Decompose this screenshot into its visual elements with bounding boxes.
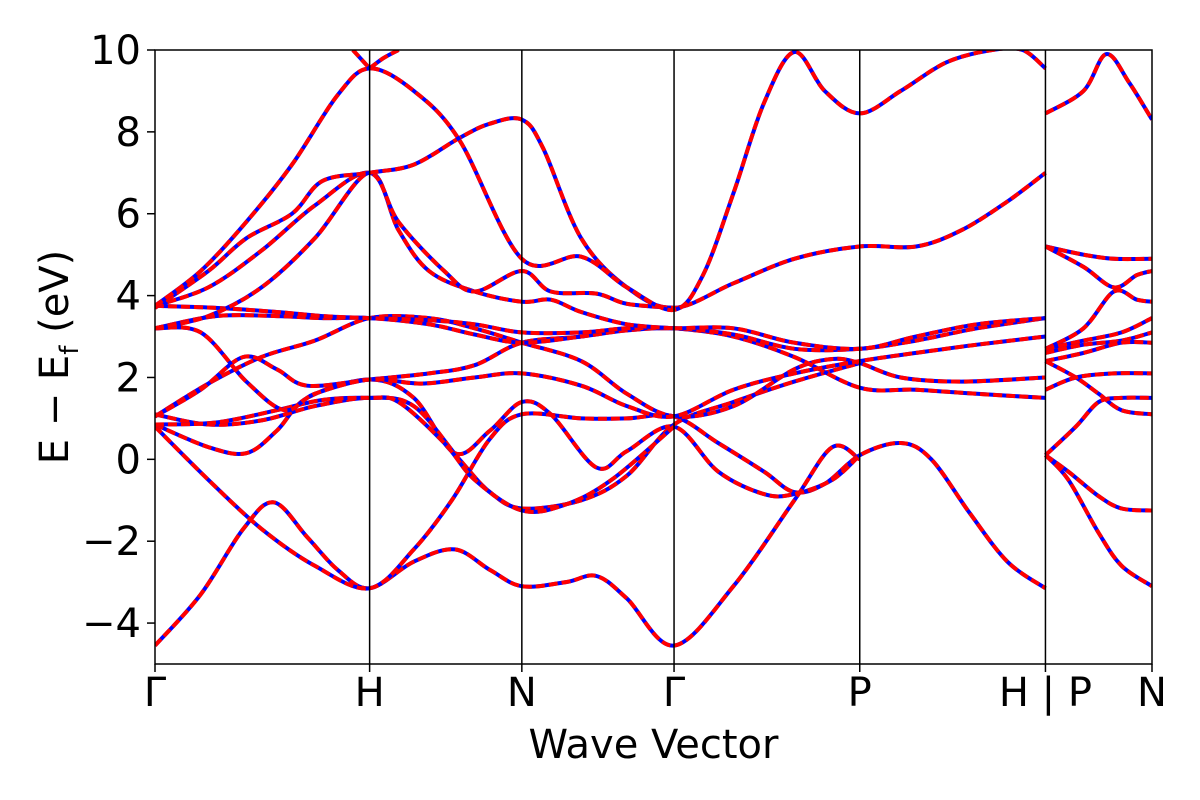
y-axis-label-main: E − E xyxy=(32,355,78,465)
x-tick-label-1: H xyxy=(355,670,385,716)
x-tick-label-3: Γ xyxy=(663,670,686,716)
band-line-red-9 xyxy=(155,303,1046,351)
band-line-red-5 xyxy=(155,314,1046,419)
band-line-red-22 xyxy=(1045,339,1152,364)
y-axis-label-subscript: f xyxy=(55,345,85,355)
band-line-blue-27 xyxy=(1044,453,1152,588)
band-line-red-26 xyxy=(1044,453,1152,513)
band-line-red-2 xyxy=(155,377,862,499)
y-tick-label-6: 8 xyxy=(116,110,141,156)
band-line-blue-16 xyxy=(1044,52,1152,121)
band-line-red-15 xyxy=(351,50,372,70)
y-tick-label-3: 2 xyxy=(116,355,141,401)
y-tick-label-1: −2 xyxy=(82,519,141,565)
band-line-red-21 xyxy=(1045,330,1152,355)
band-line-blue-0 xyxy=(155,443,861,648)
x-axis: Γ H N Γ P H | P N xyxy=(144,664,1167,716)
y-tick-label-5: 6 xyxy=(116,192,141,238)
band-line-red-11 xyxy=(155,170,675,310)
band-line-red-25 xyxy=(1044,395,1152,457)
bands-group xyxy=(155,50,1152,648)
y-tick-label-7: 10 xyxy=(90,28,141,74)
y-axis-label: E − Ef (eV) xyxy=(32,250,85,465)
x-tick-label-2: N xyxy=(507,670,537,716)
band-line-red-6 xyxy=(155,325,1046,419)
band-line-red-10 xyxy=(155,170,675,331)
band-line-blue-25 xyxy=(1044,395,1152,457)
band-line-blue-1 xyxy=(155,411,1047,591)
band-line-red-16 xyxy=(1044,52,1152,121)
y-tick-label-0: −4 xyxy=(82,601,141,647)
band-line-red-1 xyxy=(155,411,1047,591)
x-tick-label-0: Γ xyxy=(144,670,167,716)
band-line-red-24 xyxy=(1044,371,1152,392)
y-axis-label-unit: (eV) xyxy=(32,250,78,346)
y-axis: −4 −2 0 2 4 6 8 10 xyxy=(82,28,155,647)
kpoint-lines xyxy=(368,50,1047,664)
band-line-red-7 xyxy=(155,325,1046,419)
x-axis-label: Wave Vector xyxy=(529,722,780,768)
band-line-red-14 xyxy=(368,50,400,71)
x-tick-label-4: P xyxy=(848,670,872,716)
band-line-red-0 xyxy=(155,443,861,648)
band-line-red-23 xyxy=(1044,359,1152,417)
band-line-red-17 xyxy=(1045,244,1152,262)
band-line-blue-12 xyxy=(155,116,1047,310)
x-tick-label-5: H | P xyxy=(999,670,1092,716)
band-line-red-4 xyxy=(155,395,676,514)
band-line-blue-13 xyxy=(155,50,1047,312)
band-line-red-19 xyxy=(1044,288,1152,351)
band-line-red-12 xyxy=(155,116,1047,310)
band-line-red-13 xyxy=(155,50,1047,312)
band-line-red-18 xyxy=(1044,244,1152,290)
y-tick-label-4: 4 xyxy=(116,274,141,320)
band-line-red-27 xyxy=(1044,453,1152,588)
band-line-red-20 xyxy=(1045,316,1152,351)
x-tick-label-6: N xyxy=(1137,670,1167,716)
plot-frame xyxy=(154,49,1153,665)
y-tick-label-2: 0 xyxy=(116,437,141,483)
band-line-blue-26 xyxy=(1044,453,1152,513)
band-line-blue-23 xyxy=(1044,359,1152,417)
